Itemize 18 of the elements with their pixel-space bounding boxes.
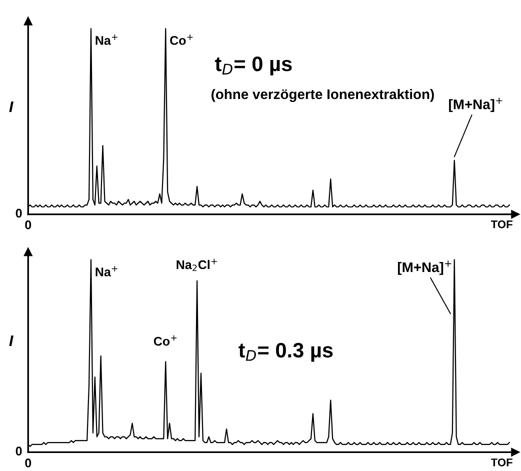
x-axis-title: TOF: [490, 220, 512, 228]
annotation: t$_{D}$= 0.3 µs: [238, 342, 333, 362]
annotation: Co$^{+}$: [170, 34, 193, 45]
annotation: Na$^{+}$: [96, 266, 118, 276]
y-axis-title: I: [9, 102, 14, 112]
text: 0: [16, 208, 22, 218]
text: 0: [16, 446, 22, 456]
text: 0: [25, 458, 32, 468]
annotation: t$_{D}$= 0 µs: [214, 56, 292, 76]
annotation: [M+Na]$^{+}$: [398, 260, 452, 275]
annotation: Na$^{+}$: [96, 34, 118, 45]
annotation: Na$_{2}$Cl$^{+}$: [176, 258, 217, 272]
annotation: (ohne verzögerte Ionenextraktion): [212, 88, 434, 102]
x-axis-title: TOF: [490, 458, 512, 466]
annotation: [M+Na]$^{+}$: [449, 98, 502, 112]
y-axis-title: I: [9, 336, 14, 346]
text: 0: [25, 220, 32, 230]
annotation: Co$^{+}$: [154, 335, 177, 346]
